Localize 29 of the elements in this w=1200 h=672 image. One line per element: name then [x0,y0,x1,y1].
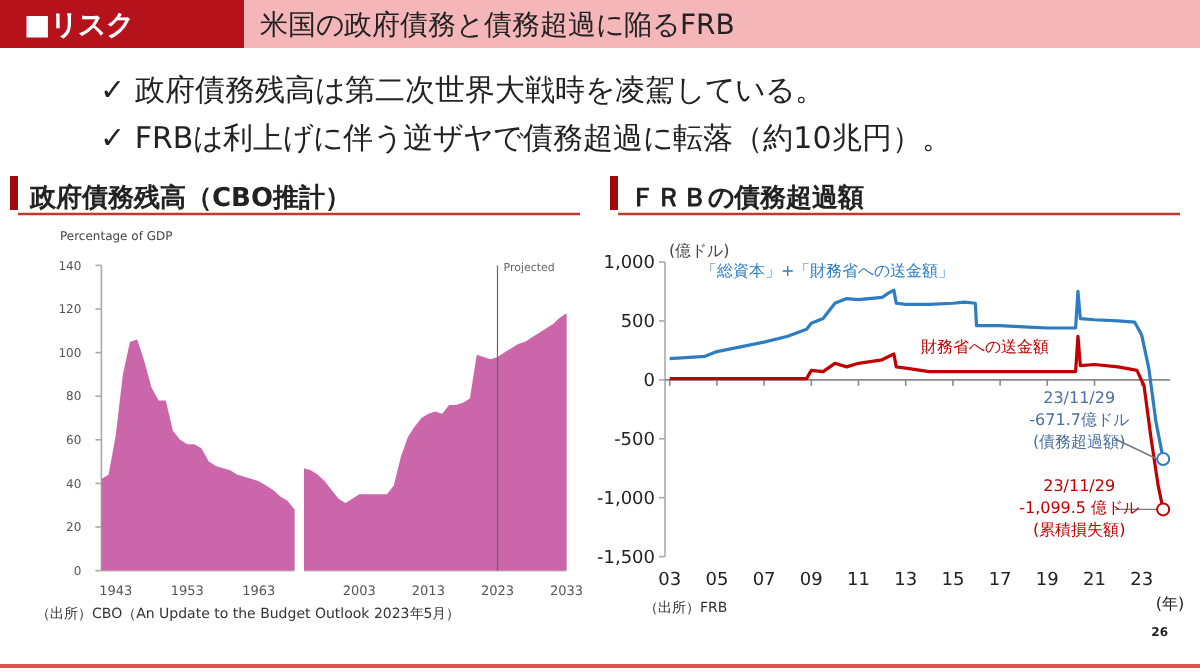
x-tick-label: 03 [658,570,682,591]
series-label: 財務省への送金額 [921,338,1049,356]
text: ■リスク [24,10,135,42]
x-tick-label: 11 [847,570,870,591]
x-tick-label: 21 [1083,570,1106,591]
x-tick-label: 15 [941,570,965,591]
y-tick-label: -500 [614,431,656,452]
y-axis-title: (億ドル) [669,242,730,260]
y-tick-label: -1,000 [596,489,656,510]
text: ✓ 政府債務残高は第二次世界大戦時を凌駕している。 [100,72,825,108]
chart-title: ＦＲＢの債務超過額 [630,182,864,214]
x-tick-label: 19 [1035,570,1060,591]
x-axis-title: (年) [1155,594,1185,613]
y-tick-label: -1,500 [596,548,656,569]
annotation: 23/11/29 -671.7億ドル (債務超過額) [1029,388,1129,451]
text: ✓ FRBは利上げに伴う逆ザヤで債務超過に転落（約10兆円）。 [100,120,952,156]
series-label: 「総資本」+「財務省への送金額」 [701,262,955,280]
x-tick-label: 17 [988,570,1012,591]
y-tick-label: 0 [643,372,656,393]
x-tick-label: 07 [752,570,776,591]
y-tick-label: 500 [620,313,656,334]
x-tick-label: 09 [799,570,824,591]
x-tick-label: 13 [894,570,918,591]
y-tick-label: 1,000 [603,254,656,275]
annotation: 23/11/29 -1,099.5 億ドル (累積損失額) [1019,477,1140,540]
x-tick-label: 05 [705,570,729,591]
chart-title: 政府債務残高（CBO推計） [28,182,352,214]
x-tick-label: 23 [1130,570,1154,591]
text: 米国の政府債務と債務超過に陥るFRB [260,10,735,42]
